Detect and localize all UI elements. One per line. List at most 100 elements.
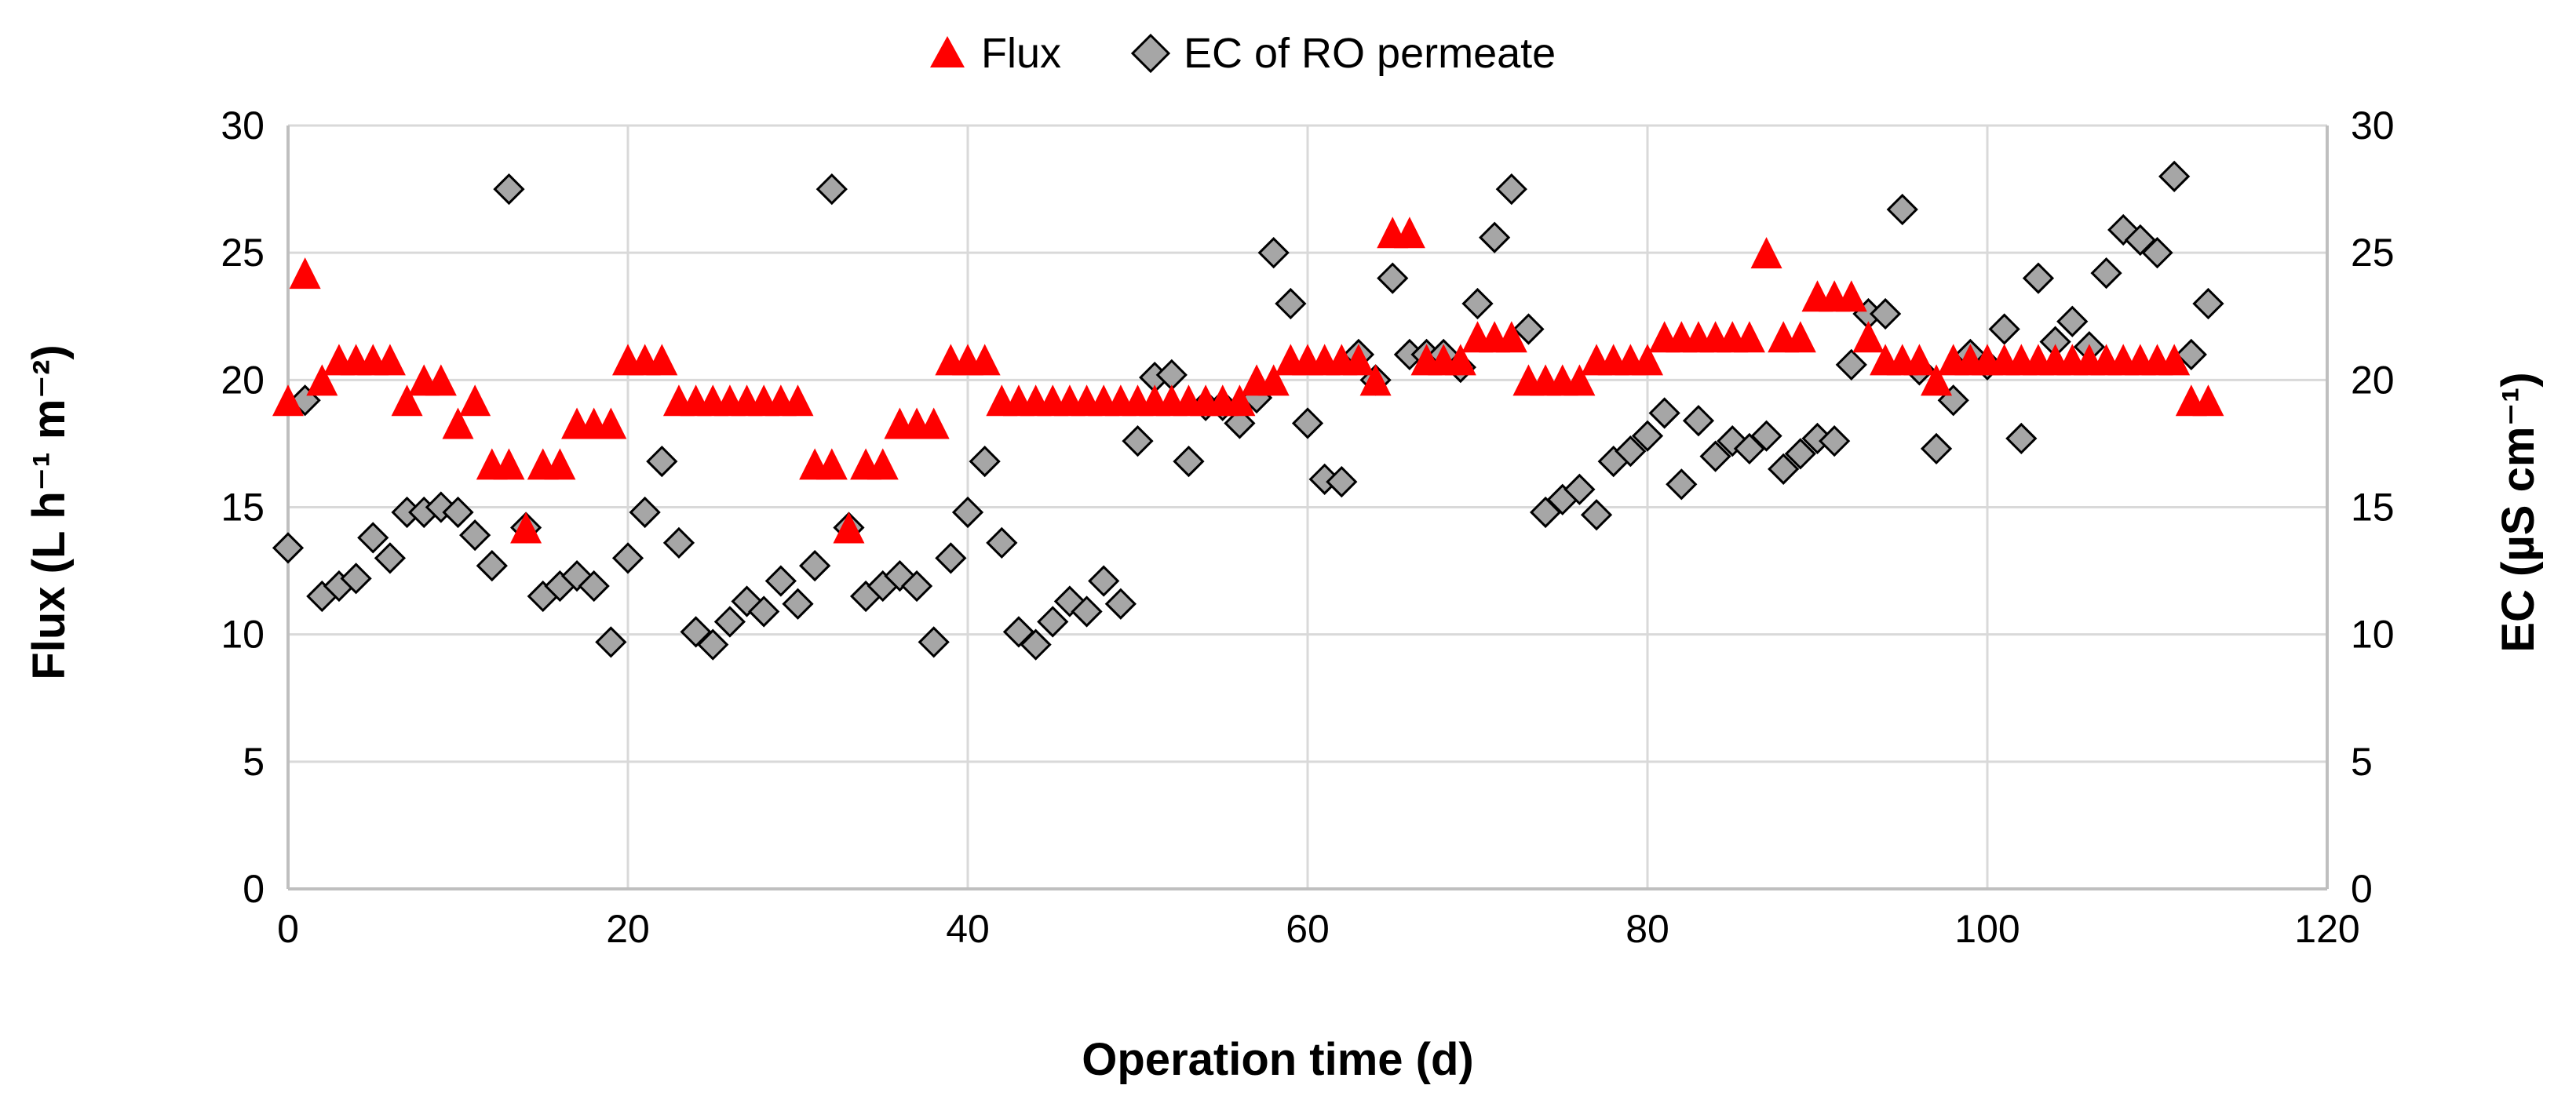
ec-data-point: [1224, 407, 1256, 439]
ec-data-point: [1819, 425, 1851, 457]
flux-data-point: [442, 407, 474, 439]
flux-data-point: [1852, 321, 1885, 353]
flux-data-point: [493, 448, 525, 480]
ec-data-point: [2090, 257, 2122, 290]
right-y-axis-title: EC (µS cm⁻¹): [2493, 372, 2544, 652]
ec-data-point: [2005, 422, 2038, 455]
flux-data-point: [969, 344, 1001, 376]
flux-data-point: [815, 448, 848, 480]
ec-data-point: [748, 595, 780, 628]
flux-data-point: [867, 448, 899, 480]
ec-data-point: [1869, 297, 1902, 330]
ec-data-point: [476, 549, 508, 582]
legend-flux-marker: [930, 36, 965, 67]
flux-data-point: [544, 448, 576, 480]
ec-data-point: [1988, 313, 2020, 345]
flux-data-point: [2158, 344, 2191, 376]
ec-data-point: [595, 626, 627, 658]
ec-data-point: [2022, 262, 2055, 294]
ec-data-point: [1768, 453, 1800, 485]
flux-data-point: [1750, 237, 1782, 269]
flux-data-point: [1342, 344, 1374, 376]
right-y-tick-label: 0: [2351, 867, 2373, 911]
ec-data-point: [611, 542, 644, 574]
right-y-tick-label: 15: [2351, 486, 2395, 530]
x-tick-label: 20: [606, 907, 650, 951]
flux-data-point: [1224, 384, 1256, 417]
ec-data-point: [1886, 193, 1918, 226]
gridlines: [286, 124, 2329, 890]
right-y-tick-label: 10: [2351, 613, 2395, 657]
ec-data-point: [1750, 420, 1782, 452]
right-y-tick-label: 5: [2351, 740, 2373, 784]
ec-data-point: [986, 526, 1018, 559]
flux-data-point: [833, 512, 865, 544]
flux-series: [272, 217, 2224, 544]
ec-data-point: [1377, 262, 1409, 294]
left-y-axis-title: Flux (L h⁻¹ m⁻²): [24, 344, 75, 679]
flux-data-point: [595, 407, 627, 439]
flux-data-point: [1393, 217, 1425, 249]
ec-data-point: [799, 549, 831, 582]
right-y-tick-label: 30: [2351, 104, 2395, 147]
ec-data-point: [442, 496, 474, 529]
flux-data-point: [306, 364, 338, 396]
flux-data-point: [272, 384, 304, 417]
ec-data-point: [1631, 420, 1664, 452]
left-y-tick-label: 30: [221, 104, 265, 147]
right-y-tick-label: 20: [2351, 358, 2395, 402]
flux-data-point: [391, 384, 423, 417]
flux-data-point: [510, 512, 542, 544]
ec-data-point: [1682, 405, 1715, 437]
ec-data-point: [900, 570, 933, 603]
ec-data-point: [646, 445, 678, 478]
flux-data-point: [1257, 364, 1290, 396]
ec-data-point: [1326, 465, 1358, 498]
ec-data-point: [1173, 445, 1205, 478]
ec-data-point: [1580, 499, 1613, 531]
ec-data-point: [935, 542, 967, 574]
flux-data-point: [1563, 364, 1596, 396]
ec-data-point: [1461, 287, 1494, 320]
ec-data-point: [272, 532, 305, 564]
left-y-tick-label: 15: [221, 486, 265, 530]
ec-data-point: [1479, 221, 1511, 253]
flux-data-point: [425, 364, 457, 396]
flux-data-point: [918, 407, 950, 439]
legend: Flux EC of RO permeate: [930, 30, 1556, 77]
ec-data-point: [951, 496, 984, 529]
ec-data-point: [2056, 305, 2089, 337]
ec-data-point: [1071, 595, 1103, 628]
flux-data-point: [1632, 344, 1663, 376]
x-tick-label: 120: [2294, 907, 2359, 951]
ec-data-point: [662, 526, 695, 559]
ec-data-point: [697, 628, 729, 661]
ec-data-point: [493, 173, 525, 206]
legend-ec-label: EC of RO permeate: [1184, 30, 1556, 77]
ec-data-point: [2141, 237, 2173, 269]
ec-data-point: [1495, 173, 1527, 206]
ec-data-point: [340, 563, 372, 595]
right-y-tick-label: 25: [2351, 231, 2395, 275]
flux-data-point: [1733, 321, 1765, 353]
ec-data-point: [1104, 588, 1137, 620]
x-tick-label: 40: [946, 907, 990, 951]
ec-data-point: [764, 565, 797, 597]
left-y-tick-label: 10: [221, 613, 265, 657]
ec-data-point: [1257, 237, 1290, 269]
left-y-tick-label: 5: [243, 740, 265, 784]
left-y-tick-label: 25: [221, 231, 265, 275]
ec-data-point: [1920, 432, 1953, 465]
flux-data-point: [1903, 344, 1936, 376]
ec-data-point: [374, 542, 407, 574]
flux-data-point: [374, 344, 406, 376]
ec-data-point: [815, 173, 848, 206]
ec-data-point: [1275, 287, 1307, 320]
ec-data-point: [2175, 338, 2207, 371]
ec-series: [272, 160, 2224, 661]
axes: 0 5 10 15 20 25 30 0 5 10 15 20 25 30 0 20 40 60 80 100 120: [221, 104, 2394, 951]
ec-data-point: [713, 606, 746, 638]
x-tick-label: 80: [1626, 907, 1669, 951]
ec-data-point: [1020, 628, 1052, 661]
